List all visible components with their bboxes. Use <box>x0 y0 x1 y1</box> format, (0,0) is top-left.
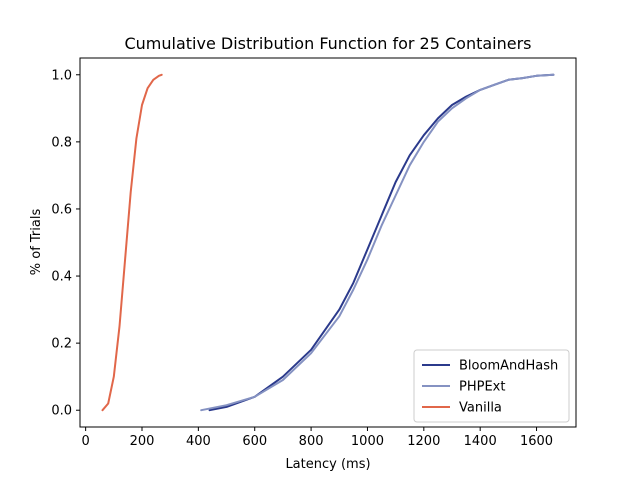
legend-label: BloomAndHash <box>459 359 558 374</box>
y-tick-label: 0.2 <box>51 337 72 352</box>
legend-label: PHPExt <box>459 380 505 395</box>
series-line-phpext <box>200 73 555 412</box>
legend: BloomAndHash PHPExt Vanilla <box>413 349 570 423</box>
x-tick-label: 200 <box>130 434 155 449</box>
y-tick-label: 0.6 <box>51 202 72 217</box>
x-tick-label: 1400 <box>464 434 497 449</box>
y-tick-label: 0.0 <box>51 404 72 419</box>
y-axis: 0.0 0.2 0.4 0.6 0.8 1.0 <box>51 68 80 419</box>
series-line-vanilla <box>101 73 163 412</box>
plot-lines <box>101 73 555 412</box>
x-tick-label: 400 <box>186 434 211 449</box>
legend-box <box>413 349 570 423</box>
y-tick-label: 0.4 <box>51 270 72 285</box>
x-axis-label: Latency (ms) <box>285 457 370 472</box>
y-tick-label: 0.8 <box>51 135 72 150</box>
x-tick-label: 1200 <box>407 434 440 449</box>
x-tick-label: 600 <box>242 434 267 449</box>
legend-label: Vanilla <box>459 401 502 416</box>
x-tick-label: 0 <box>81 434 89 449</box>
y-axis-label: % of Trials <box>29 209 44 276</box>
chart-title: Cumulative Distribution Function for 25 … <box>124 34 531 53</box>
plot-frame <box>79 57 577 428</box>
y-tick-label: 1.0 <box>51 68 72 83</box>
x-tick-label: 800 <box>299 434 324 449</box>
x-tick-label: 1000 <box>351 434 384 449</box>
x-axis: 0 200 400 600 800 1000 1200 1400 1600 <box>81 427 553 449</box>
x-tick-label: 1600 <box>520 434 553 449</box>
